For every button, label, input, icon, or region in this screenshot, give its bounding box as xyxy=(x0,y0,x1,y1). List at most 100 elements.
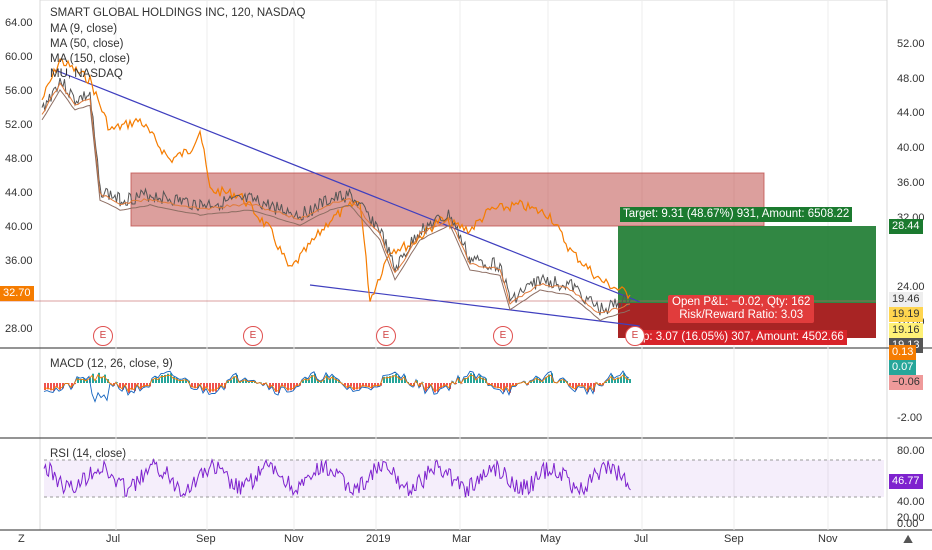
macd-histogram-bar xyxy=(44,383,46,391)
macd-histogram-bar xyxy=(590,383,592,387)
macd-histogram-bar xyxy=(470,373,472,383)
macd-histogram-bar xyxy=(194,383,196,389)
macd-histogram-bar xyxy=(392,375,394,383)
macd-histogram-bar xyxy=(500,383,502,389)
rsi-band xyxy=(44,460,884,497)
macd-histogram-bar xyxy=(335,378,337,383)
rsi-title: RSI (14, close) xyxy=(50,448,127,460)
stop-label: p: 3.07 (16.05%) 307, Amount: 4502.66 xyxy=(640,330,847,345)
macd-histogram-bar xyxy=(86,380,88,383)
x-tick: Nov xyxy=(284,533,304,545)
macd-histogram-bar xyxy=(278,383,280,393)
macd-histogram-bar xyxy=(230,379,232,383)
earnings-marker[interactable]: E xyxy=(93,326,113,346)
macd-histogram-bar xyxy=(200,383,202,385)
right-axis-tick: 44.00 xyxy=(897,107,925,120)
earnings-marker[interactable]: E xyxy=(493,326,513,346)
macd-histogram-bar xyxy=(494,383,496,388)
chart-title: SMART GLOBAL HOLDINGS INC, 120, NASDAQ xyxy=(50,7,306,19)
left-axis-tick: 52.00 xyxy=(5,118,33,131)
macd-histogram-bar xyxy=(575,383,577,391)
macd-histogram-bar xyxy=(422,382,424,383)
legend-ma150: MA (150, close) xyxy=(50,53,130,65)
macd-signal-line xyxy=(43,374,630,392)
macd-histogram-bar xyxy=(215,383,217,392)
macd-histogram-bar xyxy=(158,378,160,383)
macd-histogram-bar xyxy=(581,383,583,387)
right-axis-tick: 24.00 xyxy=(897,281,925,294)
macd-histogram-bar xyxy=(398,375,400,383)
price-tag-right-ma9: 19.19 xyxy=(889,307,923,322)
macd-histogram-bar xyxy=(56,383,58,388)
macd-histogram-bar xyxy=(269,383,271,389)
macd-histogram-bar xyxy=(479,375,481,383)
macd-tag-hist: −0.06 xyxy=(889,375,923,390)
left-axis-tick: 48.00 xyxy=(5,152,33,165)
macd-histogram-bar xyxy=(497,383,499,389)
macd-histogram-bar xyxy=(182,379,184,383)
macd-histogram-bar xyxy=(308,379,310,383)
macd-histogram-bar xyxy=(305,378,307,383)
macd-histogram-bar xyxy=(332,375,334,383)
macd-histogram-bar xyxy=(233,376,235,383)
x-tick[interactable]: Z xyxy=(18,533,25,545)
left-axis-tick: 44.00 xyxy=(5,186,33,199)
macd-histogram-bar xyxy=(245,378,247,383)
macd-histogram-bar xyxy=(281,383,283,387)
price-tag-right-target: 28.44 xyxy=(889,219,923,234)
macd-histogram-bar xyxy=(173,376,175,383)
macd-histogram-bar xyxy=(137,383,139,385)
macd-histogram-bar xyxy=(533,380,535,383)
right-axis-tick: 36.00 xyxy=(897,177,925,189)
ma50-line xyxy=(41,89,631,322)
macd-histogram-bar xyxy=(221,383,223,386)
price-tag-left: 32.70 xyxy=(0,286,34,301)
legend-ma50: MA (50, close) xyxy=(50,38,124,50)
earnings-marker[interactable]: E xyxy=(625,326,645,346)
macd-histogram-bar xyxy=(92,373,94,383)
macd-histogram-bar xyxy=(317,379,319,383)
macd-tag-macd: 0.07 xyxy=(889,360,917,375)
macd-histogram-bar xyxy=(104,374,106,383)
macd-histogram-bar xyxy=(185,378,187,383)
x-tick: Mar xyxy=(452,533,471,545)
macd-histogram-bar xyxy=(143,383,145,387)
macd-histogram-bar xyxy=(389,376,391,383)
macd-histogram-bar xyxy=(152,379,154,383)
macd-histogram-bar xyxy=(629,379,631,383)
macd-histogram-bar xyxy=(446,383,448,386)
macd-histogram-bar xyxy=(620,376,622,383)
macd-histogram-bar xyxy=(290,383,292,391)
macd-histogram-bar xyxy=(101,376,103,383)
macd-histogram-bar xyxy=(272,383,274,387)
macd-histogram-bar xyxy=(467,377,469,383)
macd-histogram-bar xyxy=(440,383,442,388)
trendline-upper xyxy=(54,69,641,303)
earnings-marker[interactable]: E xyxy=(243,326,263,346)
macd-histogram-bar xyxy=(347,383,349,389)
macd-histogram-bar xyxy=(368,383,370,388)
macd-histogram-bar xyxy=(293,383,295,390)
macd-histogram-bar xyxy=(437,383,439,392)
macd-histogram-bar xyxy=(386,376,388,383)
x-tick: Jul xyxy=(106,533,121,545)
open-pnl-label: Open P&L: −0.02, Qty: 162 xyxy=(672,296,811,308)
macd-histogram-bar xyxy=(536,377,538,383)
macd-histogram-bar xyxy=(503,383,505,392)
auto-scale-icon[interactable]: ⛰ xyxy=(903,532,914,546)
macd-histogram-bar xyxy=(227,380,229,383)
macd-histogram-bar xyxy=(140,383,142,390)
macd-histogram-bar xyxy=(473,373,475,383)
macd-histogram-bar xyxy=(476,379,478,383)
earnings-marker[interactable]: E xyxy=(376,326,396,346)
macd-histogram-bar xyxy=(488,383,490,386)
macd-tick: -2.00 xyxy=(897,412,923,424)
macd-histogram-bar xyxy=(353,383,355,391)
macd-histogram-bar xyxy=(119,383,121,388)
rsi-tick: 80.00 xyxy=(897,445,925,457)
right-axis-tick: 52.00 xyxy=(897,37,925,50)
macd-histogram-bar xyxy=(47,383,49,390)
macd-histogram-bar xyxy=(374,383,376,387)
macd-histogram-bar xyxy=(203,383,205,392)
